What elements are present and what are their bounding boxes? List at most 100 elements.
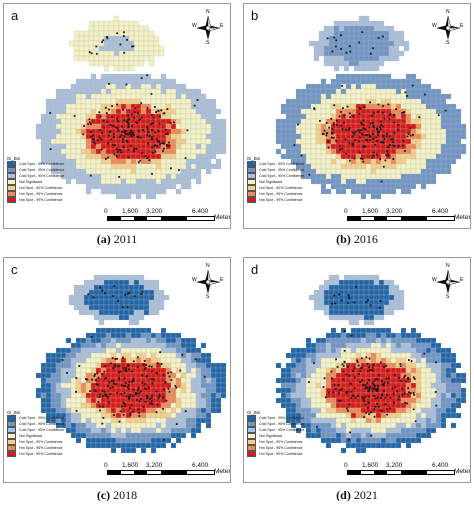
grid-cell [153, 50, 160, 57]
grid-cell [370, 73, 377, 80]
grid-cell [88, 25, 95, 32]
incident-point [129, 129, 132, 132]
grid-cell [435, 108, 442, 115]
incident-point [160, 363, 163, 365]
grid-cell [345, 83, 352, 90]
grid-cell [135, 78, 142, 85]
grid-cell [300, 108, 307, 115]
grid-cell [140, 417, 147, 424]
grid-cell [338, 60, 345, 67]
grid-cell [340, 382, 347, 389]
incident-point [297, 123, 299, 126]
grid-cell [158, 45, 165, 52]
grid-cell [360, 337, 367, 344]
incident-point [410, 360, 413, 363]
grid-cell [383, 25, 390, 32]
incident-point [352, 143, 355, 145]
incident-point [385, 154, 388, 157]
grid-cell [398, 304, 405, 311]
grid-cell [400, 427, 407, 434]
grid-cell [415, 78, 422, 85]
incident-point [143, 359, 146, 362]
grid-cell [450, 133, 457, 140]
grid-cell [190, 362, 197, 369]
compass-label-n: N [206, 9, 210, 15]
grid-cell [155, 422, 162, 429]
grid-cell [305, 387, 312, 394]
grid-cell [333, 40, 340, 47]
grid-cell [70, 128, 77, 135]
grid-cell [348, 25, 355, 32]
grid-cell [440, 128, 447, 135]
grid-cell [103, 274, 110, 281]
grid-cell [115, 73, 122, 80]
grid-cell [415, 392, 422, 399]
incident-point [369, 369, 372, 371]
map-legend: Gi_Bin Cold Spot - 99% Confidence Cold Spo… [247, 156, 323, 204]
grid-cell [210, 367, 217, 374]
incident-point [144, 383, 147, 385]
grid-cell [350, 357, 357, 364]
grid-cell [153, 35, 160, 42]
incident-point [139, 390, 142, 393]
grid-cell [95, 337, 102, 344]
incident-point [358, 373, 361, 375]
grid-cell [350, 98, 357, 105]
grid-cell [333, 314, 340, 321]
incident-point [137, 135, 140, 138]
incident-point [362, 383, 365, 386]
grid-cell [325, 83, 332, 90]
grid-cell [133, 60, 140, 67]
grid-cell [180, 372, 187, 379]
grid-cell [165, 332, 172, 339]
grid-cell [318, 45, 325, 52]
grid-cell [360, 327, 367, 334]
legend-swatch [247, 415, 256, 422]
grid-cell [435, 412, 442, 419]
grid-cell [320, 123, 327, 130]
grid-cell [45, 133, 52, 140]
grid-cell [348, 309, 355, 316]
incident-point [371, 133, 374, 136]
grid-cell [400, 168, 407, 175]
grid-cell [130, 188, 137, 195]
grid-cell [320, 93, 327, 100]
scale-tick-label: 6,400 [192, 462, 209, 469]
grid-cell [215, 143, 222, 150]
grid-cell [363, 35, 370, 42]
grid-cell [110, 337, 117, 344]
grid-cell [95, 103, 102, 110]
grid-cell [195, 143, 202, 150]
grid-cell [420, 432, 427, 439]
legend-label: Cold Spot - 90% Confidence [19, 173, 65, 178]
grid-cell [130, 362, 137, 369]
legend-item: Cold Spot - 99% Confidence [247, 161, 323, 168]
incident-point [112, 295, 115, 298]
grid-cell [185, 402, 192, 409]
incident-point [412, 392, 415, 394]
grid-cell [130, 417, 137, 424]
grid-cell [90, 88, 97, 95]
grid-cell [318, 50, 325, 57]
grid-cell [120, 327, 127, 334]
grid-cell [93, 304, 100, 311]
grid-cell [135, 367, 142, 374]
incident-point [88, 121, 91, 124]
grid-cell [180, 422, 187, 429]
grid-cell [205, 118, 212, 125]
grid-cell [383, 50, 390, 57]
grid-cell [95, 153, 102, 160]
incident-point [353, 387, 356, 389]
grid-cell [83, 294, 90, 301]
grid-cell [200, 352, 207, 359]
grid-cell [70, 143, 77, 150]
grid-cell [425, 337, 432, 344]
grid-cell [90, 442, 97, 449]
grid-cell [65, 402, 72, 409]
grid-cell [85, 83, 92, 90]
grid-cell [335, 402, 342, 409]
grid-cell [143, 304, 150, 311]
